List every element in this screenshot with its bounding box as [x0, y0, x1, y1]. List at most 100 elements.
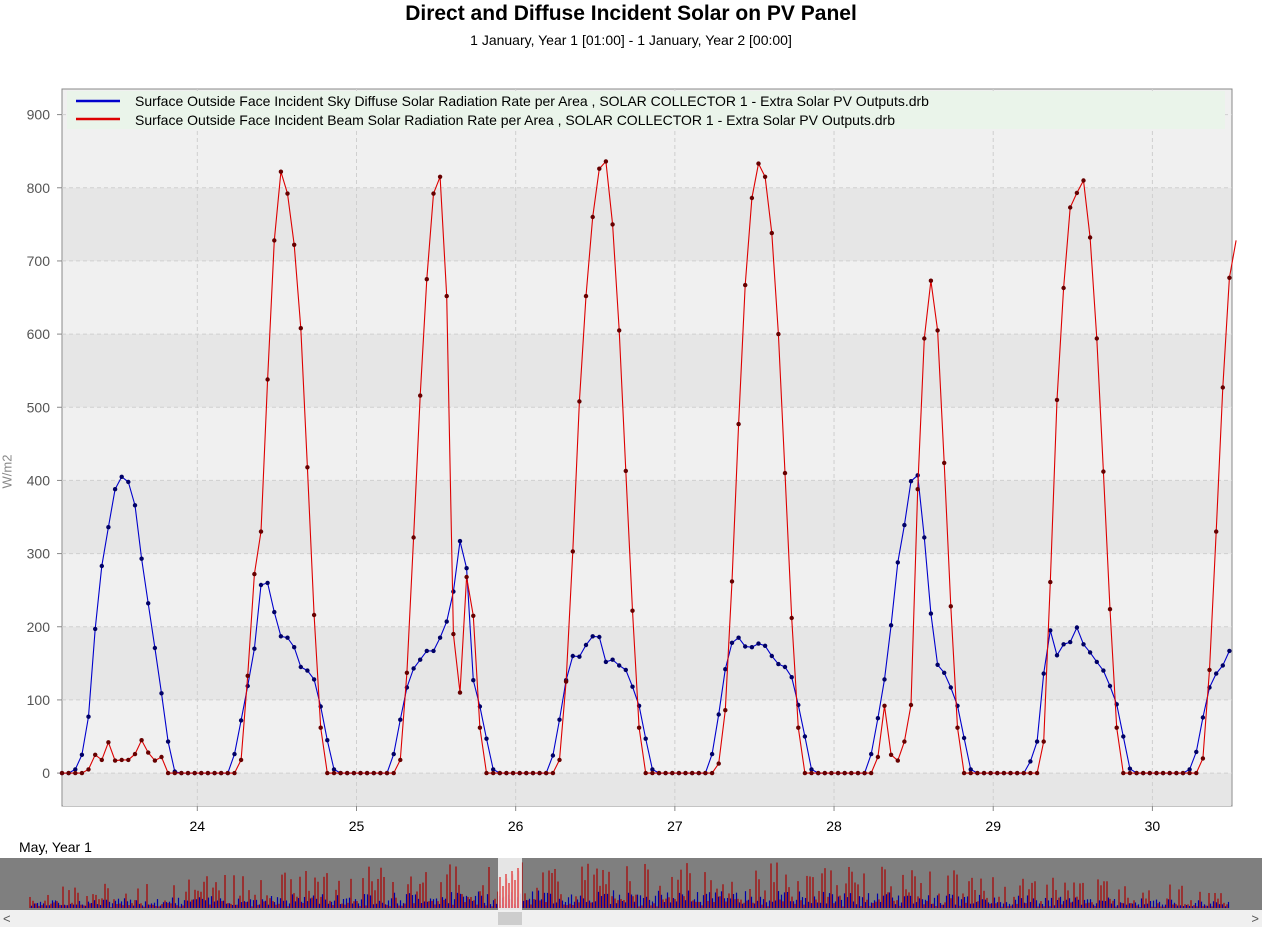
data-point-diffuse — [776, 661, 781, 667]
data-point-diffuse — [119, 474, 124, 479]
data-point-diffuse — [272, 609, 277, 615]
data-point-beam — [225, 770, 230, 776]
data-point-beam — [159, 754, 164, 760]
data-point-diffuse — [1187, 767, 1192, 772]
data-point-diffuse — [809, 767, 814, 772]
series-line-beam — [62, 160, 1237, 774]
y-tick-label: 0 — [42, 765, 50, 781]
data-point-beam — [796, 725, 801, 730]
scroll-left-arrow-icon[interactable]: < — [3, 911, 11, 926]
data-point-beam — [690, 770, 695, 776]
data-point-beam — [895, 758, 900, 763]
data-point-beam — [338, 770, 343, 776]
data-point-diffuse — [643, 736, 648, 741]
data-point-beam — [743, 282, 748, 288]
scroll-thumb[interactable] — [498, 912, 522, 925]
data-point-beam — [371, 770, 376, 776]
data-point-beam — [1021, 770, 1026, 776]
data-point-diffuse — [1094, 659, 1100, 665]
plot-band — [63, 773, 1231, 806]
data-point-beam — [491, 770, 496, 776]
data-point-diffuse — [789, 675, 794, 680]
data-point-diffuse — [1048, 628, 1053, 633]
data-point-beam — [882, 703, 887, 708]
y-tick-label: 300 — [27, 546, 51, 562]
data-point-diffuse — [86, 714, 91, 719]
data-point-beam — [1087, 235, 1093, 240]
x-tick-label: 27 — [667, 818, 683, 834]
data-point-diffuse — [1227, 648, 1232, 654]
data-point-diffuse — [716, 712, 721, 717]
data-point-beam — [696, 770, 701, 776]
data-point-beam — [636, 725, 642, 730]
data-point-beam — [670, 770, 675, 776]
data-point-beam — [99, 757, 105, 763]
data-point-diffuse — [418, 657, 423, 662]
data-point-beam — [1028, 770, 1033, 776]
series-layer — [59, 159, 1237, 776]
data-point-beam — [809, 770, 814, 776]
data-point-diffuse — [875, 716, 881, 721]
data-point-beam — [1015, 770, 1020, 776]
data-point-beam — [258, 529, 264, 534]
overview-navigator[interactable] — [0, 858, 1262, 910]
data-point-beam — [457, 690, 463, 695]
scroll-right-arrow-icon[interactable]: > — [1251, 911, 1259, 926]
data-point-beam — [842, 770, 847, 776]
data-point-beam — [510, 770, 516, 776]
data-point-diffuse — [908, 479, 914, 484]
data-point-diffuse — [1081, 642, 1086, 647]
data-point-diffuse — [1061, 642, 1066, 647]
data-point-beam — [902, 739, 907, 744]
data-point-beam — [345, 770, 350, 776]
data-point-beam — [1041, 739, 1046, 744]
data-point-beam — [603, 159, 609, 164]
data-point-beam — [1101, 469, 1106, 474]
data-point-diffuse — [736, 635, 741, 640]
data-point-diffuse — [610, 657, 615, 662]
data-point-beam — [205, 770, 211, 776]
horizontal-scrollbar[interactable]: < > — [0, 910, 1262, 927]
y-tick-label: 200 — [27, 619, 51, 635]
data-point-diffuse — [245, 683, 250, 689]
chart-title: Direct and Diffuse Incident Solar on PV … — [405, 2, 857, 25]
data-point-beam — [617, 328, 622, 333]
data-point-beam — [875, 754, 881, 760]
data-point-diffuse — [411, 666, 416, 671]
legend: Surface Outside Face Incident Sky Diffus… — [67, 91, 1225, 129]
data-point-beam — [643, 770, 648, 776]
data-point-diffuse — [928, 611, 934, 616]
data-point-beam — [1074, 190, 1080, 196]
data-point-beam — [849, 770, 854, 776]
data-point-diffuse — [802, 734, 808, 739]
data-point-beam — [451, 631, 456, 637]
data-point-beam — [590, 214, 595, 220]
y-tick-label: 900 — [27, 107, 51, 123]
data-point-beam — [245, 673, 250, 678]
legend-box — [67, 91, 1225, 129]
y-tick-label: 600 — [27, 326, 51, 342]
data-point-diffuse — [424, 648, 429, 654]
data-point-diffuse — [285, 635, 290, 640]
data-point-beam — [232, 770, 237, 776]
data-point-beam — [683, 770, 688, 776]
data-point-diffuse — [597, 634, 602, 640]
data-point-beam — [1001, 770, 1007, 776]
data-point-beam — [988, 770, 993, 776]
data-point-beam — [663, 770, 668, 776]
data-point-beam — [855, 770, 861, 776]
data-point-beam — [709, 770, 715, 776]
data-point-beam — [1174, 770, 1179, 776]
data-point-diffuse — [1074, 625, 1080, 630]
data-point-diffuse — [484, 736, 489, 741]
data-point-beam — [1081, 178, 1086, 183]
data-point-beam — [437, 174, 443, 179]
data-point-diffuse — [623, 667, 628, 673]
data-point-beam — [165, 770, 171, 776]
data-point-beam — [922, 336, 927, 341]
data-point-diffuse — [152, 645, 158, 651]
data-point-beam — [1160, 770, 1166, 776]
data-point-beam — [961, 770, 967, 776]
data-point-diffuse — [1101, 668, 1106, 673]
